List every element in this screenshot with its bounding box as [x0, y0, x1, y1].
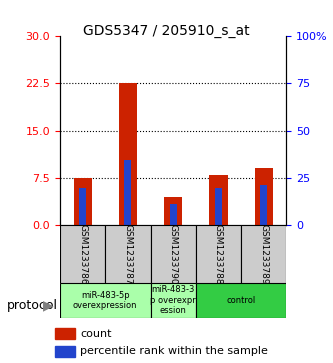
Bar [151, 225, 196, 283]
Bar [164, 197, 182, 225]
Text: GDS5347 / 205910_s_at: GDS5347 / 205910_s_at [83, 24, 250, 38]
Text: GSM1233789: GSM1233789 [259, 224, 268, 285]
Bar [60, 225, 105, 283]
Bar [241, 225, 286, 283]
Text: count: count [80, 329, 112, 339]
Text: miR-483-3
p overexpr
ession: miR-483-3 p overexpr ession [150, 285, 196, 315]
Bar [255, 168, 273, 225]
Bar [215, 188, 222, 225]
Text: GSM1233788: GSM1233788 [214, 224, 223, 285]
Bar [79, 188, 86, 225]
Bar [74, 178, 92, 225]
Bar [151, 283, 196, 318]
Text: miR-483-5p
overexpression: miR-483-5p overexpression [73, 291, 138, 310]
Bar [196, 283, 286, 318]
Bar [209, 175, 227, 225]
Bar [60, 283, 151, 318]
Text: control: control [226, 296, 256, 305]
Bar [260, 185, 267, 225]
Text: GSM1233787: GSM1233787 [123, 224, 133, 285]
Text: GSM1233790: GSM1233790 [168, 224, 178, 285]
Text: ▶: ▶ [43, 299, 53, 313]
Text: GSM1233786: GSM1233786 [78, 224, 87, 285]
Bar [55, 346, 75, 356]
Bar [124, 160, 132, 225]
Bar [105, 225, 151, 283]
Text: protocol: protocol [7, 299, 58, 312]
Bar [196, 225, 241, 283]
Text: percentile rank within the sample: percentile rank within the sample [80, 346, 268, 356]
Bar [55, 328, 75, 339]
Bar [119, 83, 137, 225]
Bar [169, 204, 177, 225]
